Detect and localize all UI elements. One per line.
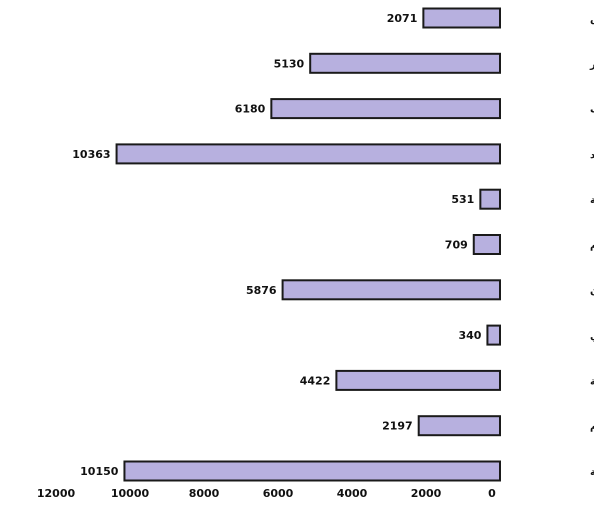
bar-value-label: 5876 — [246, 284, 277, 297]
bars-layer — [115, 7, 502, 482]
bar-value-label: 531 — [451, 193, 474, 206]
category-label: الآداب — [590, 104, 594, 116]
bar — [472, 234, 501, 255]
bar — [417, 415, 501, 437]
x-axis-ticks: 12000 10000 8000 6000 4000 2000 0 — [37, 487, 496, 500]
category-label: الزراعة — [590, 376, 594, 387]
bar — [281, 279, 502, 301]
category-label: الطب البيطري — [590, 331, 594, 342]
bar — [486, 324, 502, 346]
bar-value-label: 709 — [445, 239, 468, 252]
x-tick-label: 6000 — [263, 487, 294, 500]
bar — [115, 143, 501, 165]
bar-value-label: 6180 — [235, 103, 266, 116]
x-tick-label: 4000 — [337, 487, 368, 500]
bar-value-label: 4422 — [300, 374, 331, 387]
category-label: معلمين . طرابلس — [590, 14, 594, 25]
x-tick-label: 2000 — [411, 487, 442, 500]
category-label: الاقتصاد — [590, 150, 594, 161]
bar — [123, 460, 501, 482]
bar-value-label: 2197 — [382, 420, 413, 433]
bar — [479, 188, 501, 210]
labels-layer: 2071 معلمين . طرابلس 5130 معلمين جنزور 6180 ا… — [72, 12, 594, 478]
category-label: التربية البدنية — [590, 195, 594, 206]
x-tick-label: 0 — [488, 487, 496, 500]
bar-value-label: 340 — [458, 329, 481, 342]
category-label: الهندسة — [590, 467, 594, 478]
category-label: الفنون والإعلام — [590, 241, 594, 252]
category-label: معلمين جنزور — [589, 59, 594, 70]
category-label: العلوم — [590, 422, 594, 433]
bar-value-label: 2071 — [387, 12, 418, 25]
bar — [309, 52, 501, 74]
bar — [422, 7, 501, 29]
bar-value-label: 10150 — [80, 465, 119, 478]
x-tick-label: 12000 — [37, 487, 76, 500]
x-tick-label: 8000 — [189, 487, 220, 500]
category-label: القانون — [590, 286, 594, 297]
bar-value-label: 5130 — [274, 57, 305, 70]
bar — [270, 98, 501, 120]
bar — [335, 369, 501, 391]
bar-value-label: 10363 — [72, 148, 110, 161]
x-tick-label: 10000 — [111, 487, 150, 500]
